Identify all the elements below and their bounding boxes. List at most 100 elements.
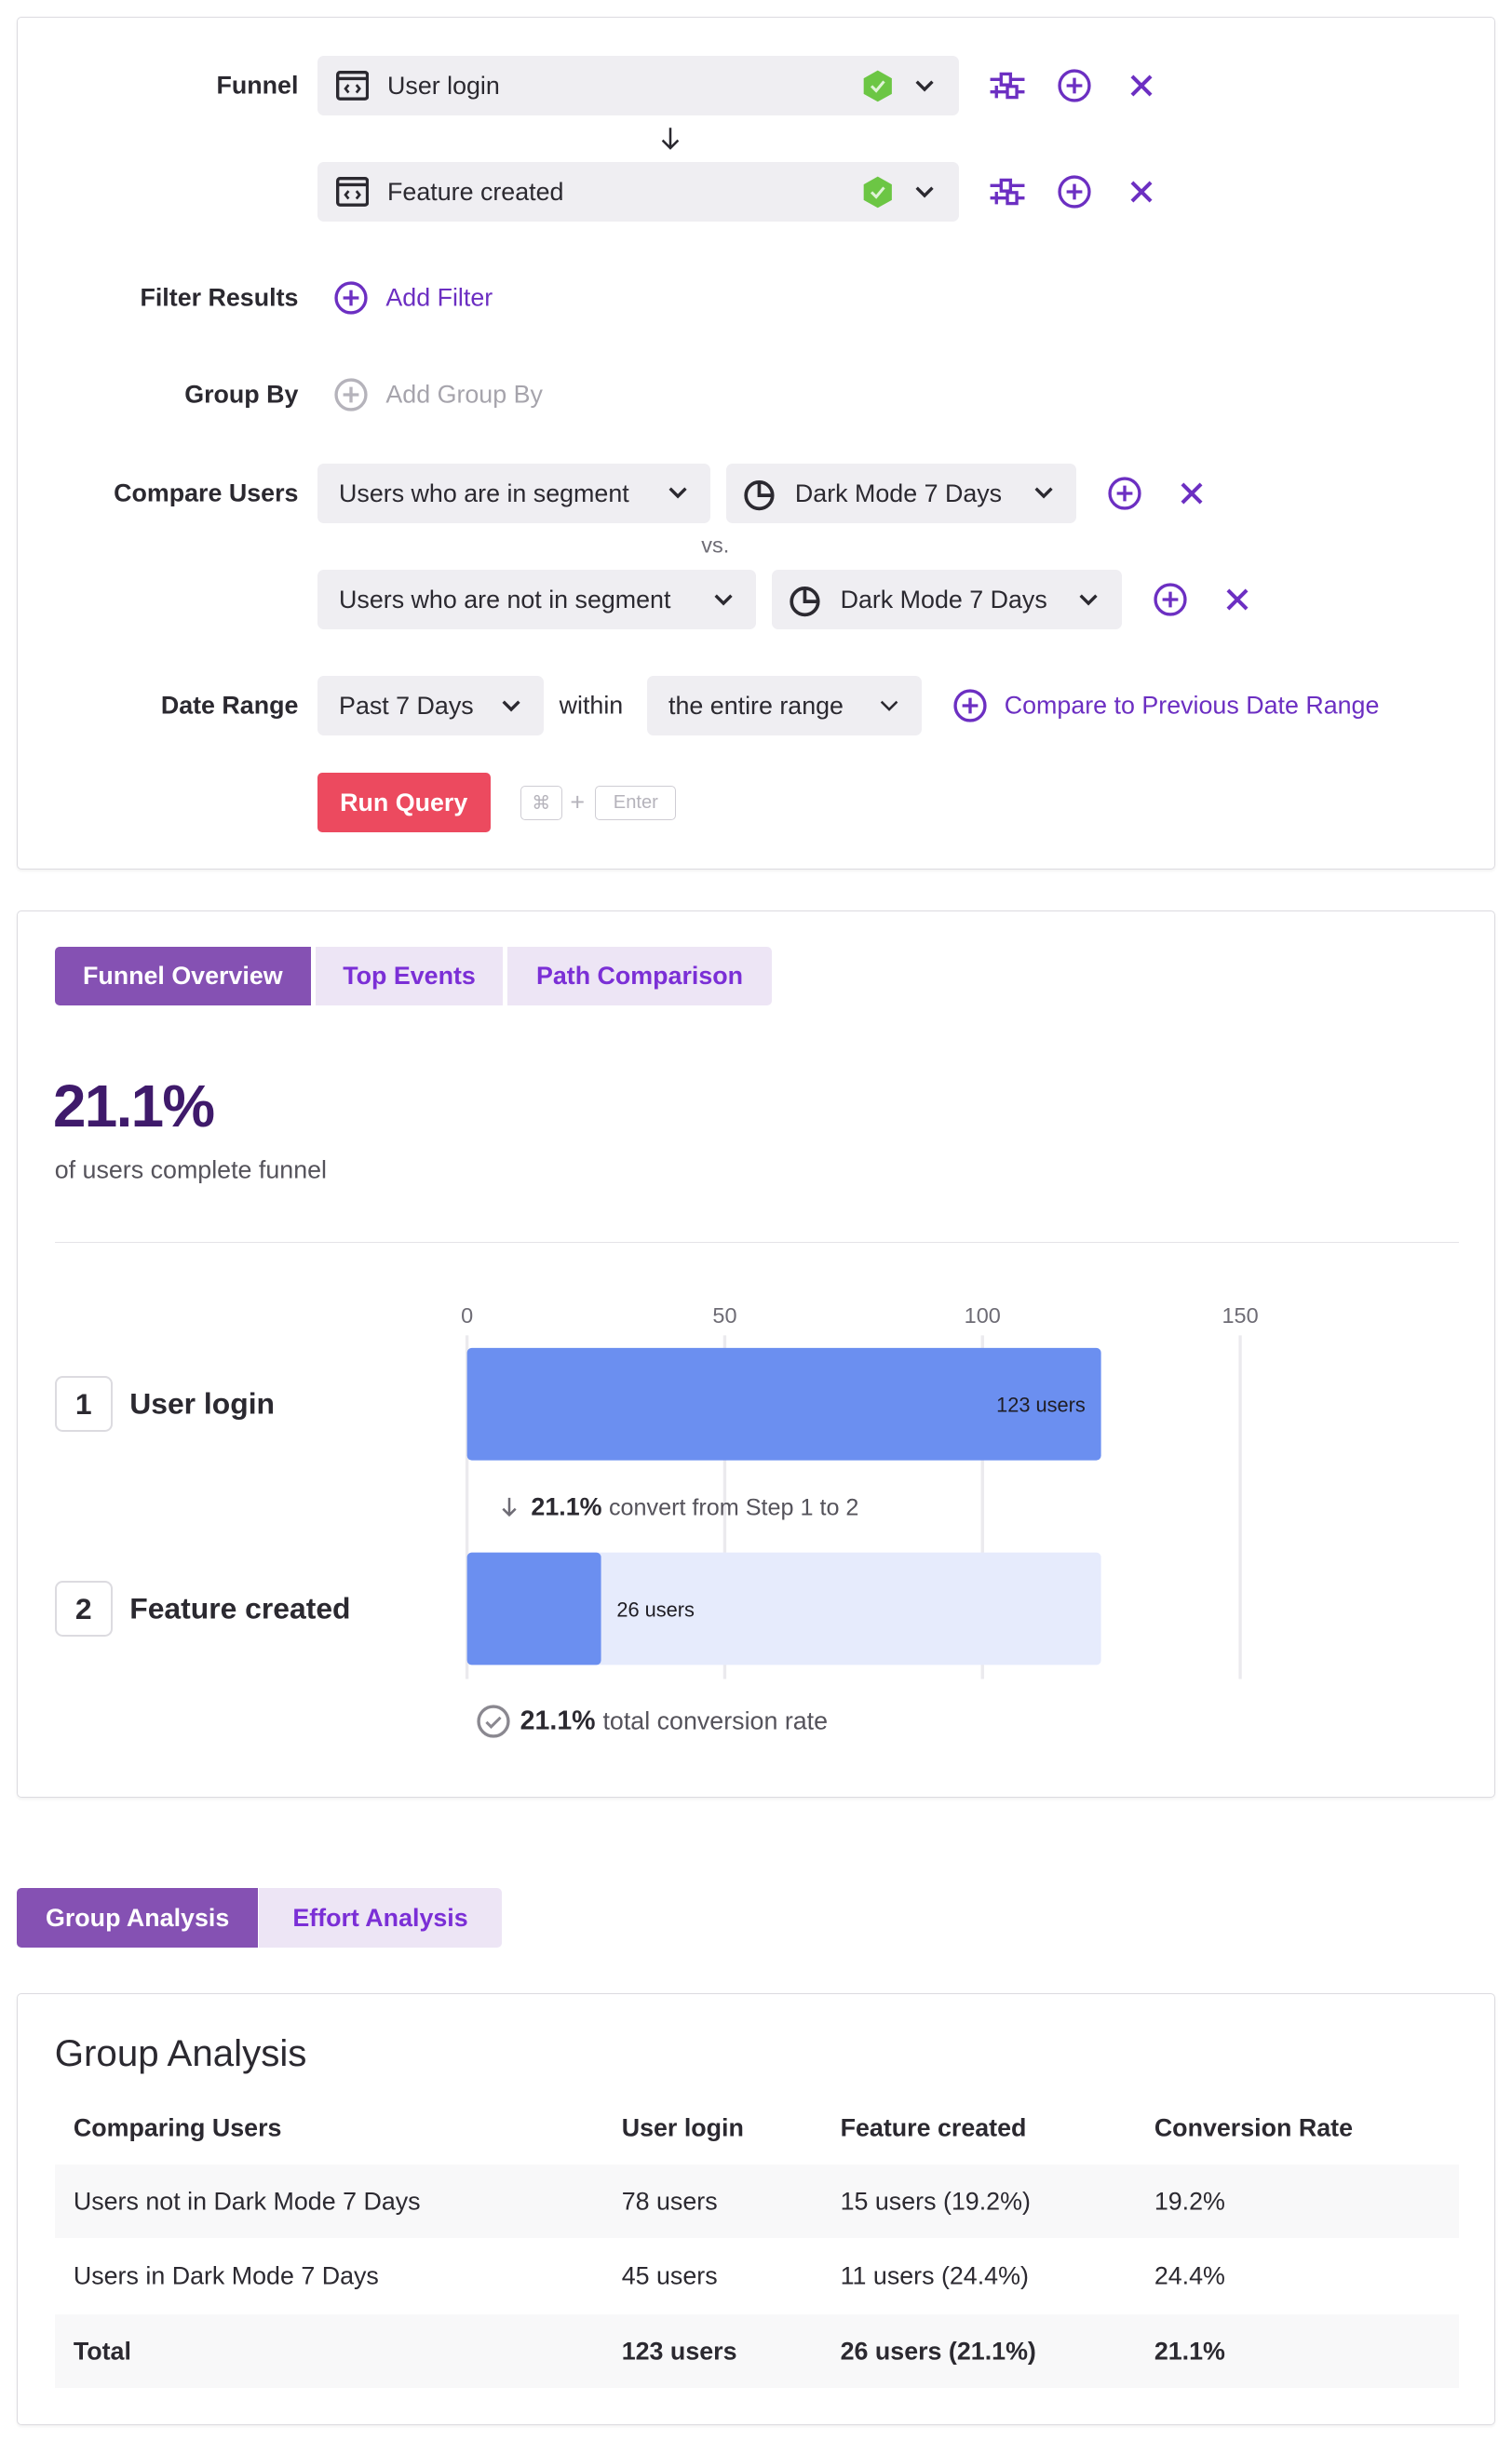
- chevron-down-icon: [878, 695, 899, 717]
- segment-pie-icon: [788, 583, 822, 617]
- bar-remainder: [466, 1552, 1101, 1666]
- chevron-down-icon: [1078, 588, 1100, 610]
- segment-value: Dark Mode 7 Days: [840, 585, 1047, 614]
- add-comparison-icon[interactable]: [1107, 477, 1141, 511]
- segment-dropdown[interactable]: Dark Mode 7 Days: [726, 464, 1076, 524]
- funnel-chart: 0 50 100 150 123 users 26 users: [461, 1303, 1259, 1679]
- remove-step-icon[interactable]: [1129, 74, 1154, 99]
- segment-condition-dropdown[interactable]: Users who are in segment: [317, 464, 711, 524]
- axis-tick-label: 100: [965, 1303, 1001, 1328]
- total-conversion-pct: 21.1%: [520, 1706, 596, 1736]
- axis-tick-label: 150: [1222, 1303, 1259, 1328]
- step-number-badge: 1: [54, 1376, 113, 1433]
- completion-rate: 21.1%: [53, 1072, 215, 1140]
- tab-group-analysis[interactable]: Group Analysis: [17, 1888, 258, 1949]
- step-conversion: 21.1% convert from Step 1 to 2: [531, 1492, 858, 1521]
- table-cell: Users in Dark Mode 7 Days: [73, 2261, 379, 2290]
- funnel-step-dropdown[interactable]: Feature created: [317, 162, 960, 223]
- table-cell: 24.4%: [1154, 2261, 1225, 2290]
- table-header: Comparing Users User login Feature creat…: [55, 2091, 1459, 2165]
- step-name: Feature created: [129, 1591, 351, 1625]
- total-conversion: 21.1% total conversion rate: [520, 1706, 828, 1736]
- tab-path-comparison[interactable]: Path Comparison: [507, 946, 772, 1006]
- completion-subtitle: of users complete funnel: [54, 1155, 328, 1184]
- chevron-down-icon: [915, 186, 934, 198]
- compare-users-label: Compare Users: [114, 479, 299, 507]
- segment-dropdown[interactable]: Dark Mode 7 Days: [771, 570, 1122, 630]
- chevron-down-icon: [500, 695, 521, 717]
- within-label: within: [559, 691, 624, 720]
- column-header: User login: [621, 2113, 744, 2142]
- table-cell: Users not in Dark Mode 7 Days: [73, 2187, 421, 2216]
- remove-step-icon[interactable]: [1129, 180, 1154, 205]
- within-value: the entire range: [668, 691, 844, 720]
- tab-top-events[interactable]: Top Events: [315, 946, 504, 1006]
- chevron-down-icon: [667, 482, 688, 504]
- group-analysis-title: Group Analysis: [54, 2032, 307, 2075]
- chevron-down-icon: [1033, 482, 1054, 504]
- tab-funnel-overview[interactable]: Funnel Overview: [54, 946, 311, 1006]
- remove-comparison-icon[interactable]: [1224, 587, 1249, 613]
- compare-previous-date-range-button[interactable]: Compare to Previous Date Range: [1004, 691, 1380, 720]
- code-window-icon: [335, 177, 369, 208]
- run-query-button[interactable]: Run Query: [317, 773, 491, 833]
- step-conversion-pct: 21.1%: [531, 1492, 602, 1521]
- step-name: User login: [129, 1386, 276, 1421]
- segment-pie-icon: [742, 477, 776, 511]
- compare-previous-icon[interactable]: [952, 689, 987, 723]
- funnel-step-name: User login: [387, 71, 500, 100]
- funnel-label: Funnel: [216, 71, 299, 100]
- table-cell: 78 users: [621, 2187, 718, 2216]
- funnel-step-name: Feature created: [387, 177, 564, 206]
- table-row: Users in Dark Mode 7 Days 45 users 11 user…: [54, 2239, 1459, 2313]
- table-cell: 19.2%: [1154, 2187, 1225, 2216]
- add-step-icon[interactable]: [1058, 175, 1092, 209]
- table-cell: 21.1%: [1154, 2337, 1225, 2366]
- table-row: Total 123 users 26 users (21.1%) 21.1%: [54, 2314, 1459, 2389]
- add-group-by-icon[interactable]: [334, 378, 369, 412]
- table-cell: 11 users (24.4%): [840, 2261, 1029, 2290]
- step-number-badge: 2: [54, 1580, 113, 1638]
- enter-key: Enter: [595, 785, 677, 820]
- segment-condition-dropdown[interactable]: Users who are not in segment: [317, 570, 756, 630]
- add-filter-button[interactable]: Add Filter: [385, 283, 493, 312]
- bar-data-label: 26 users: [616, 1598, 695, 1621]
- within-dropdown[interactable]: the entire range: [646, 676, 922, 736]
- arrow-down-icon: [659, 127, 681, 152]
- segment-condition-value: Users who are in segment: [339, 479, 629, 507]
- column-header: Comparing Users: [73, 2113, 282, 2142]
- verified-shield-icon: [862, 69, 894, 103]
- shortcut-plus: +: [570, 788, 586, 816]
- check-circle-icon: [477, 1704, 511, 1738]
- vs-label: vs.: [701, 533, 730, 558]
- filter-results-label: Filter Results: [140, 283, 299, 312]
- chevron-down-icon: [915, 80, 934, 92]
- add-group-by-button[interactable]: Add Group By: [385, 380, 543, 409]
- table-cell: 26 users (21.1%): [840, 2337, 1036, 2366]
- funnel-step-dropdown[interactable]: User login: [317, 56, 960, 116]
- table-cell: 45 users: [621, 2261, 718, 2290]
- arrow-down-icon: [500, 1496, 519, 1517]
- add-comparison-icon[interactable]: [1153, 583, 1187, 617]
- step-conversion-text: convert from Step 1 to 2: [608, 1494, 859, 1521]
- column-header: Feature created: [840, 2113, 1027, 2142]
- bar-data-label: 123 users: [996, 1394, 1086, 1417]
- tab-effort-analysis[interactable]: Effort Analysis: [259, 1888, 502, 1949]
- axis-tick-label: 0: [461, 1303, 473, 1328]
- sliders-icon[interactable]: [989, 178, 1026, 206]
- divider: [54, 1241, 1459, 1244]
- remove-comparison-icon[interactable]: [1180, 481, 1205, 506]
- group-by-label: Group By: [184, 380, 299, 409]
- add-step-icon[interactable]: [1058, 69, 1092, 103]
- chevron-down-icon: [712, 588, 734, 610]
- total-conversion-text: total conversion rate: [602, 1706, 829, 1735]
- column-header: Conversion Rate: [1154, 2113, 1353, 2142]
- table-cell: 15 users (19.2%): [840, 2187, 1031, 2216]
- table-cell: 123 users: [621, 2337, 737, 2366]
- bar: [466, 1347, 1101, 1461]
- table-cell: Total: [73, 2337, 131, 2366]
- bar: [466, 1552, 601, 1666]
- date-range-dropdown[interactable]: Past 7 Days: [317, 676, 544, 736]
- sliders-icon[interactable]: [989, 72, 1026, 100]
- add-filter-icon[interactable]: [334, 281, 369, 316]
